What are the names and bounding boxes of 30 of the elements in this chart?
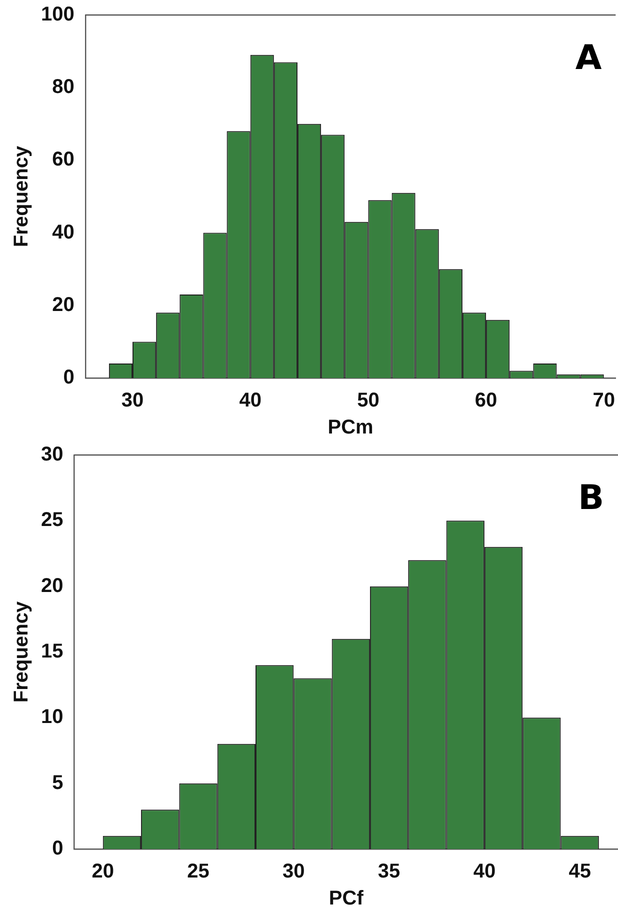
y-tick-label: 10	[40, 706, 64, 728]
y-tick-label: 15	[40, 640, 64, 663]
y-tick-label: 40	[52, 221, 74, 244]
y-tick-label: 80	[52, 76, 74, 98]
x-tick-label: 20	[92, 860, 114, 883]
y-tick-label: 30	[40, 444, 64, 466]
annotation: B	[578, 478, 604, 518]
x-axis-title: PCf	[328, 888, 364, 910]
x-tick-label: 30	[282, 860, 305, 883]
y-tick-label: 100	[40, 4, 74, 26]
y-tick-label: 0	[63, 366, 74, 389]
x-tick-label: 40	[473, 860, 496, 883]
x-tick-label: 35	[378, 860, 400, 883]
y-tick-label: 60	[52, 148, 74, 171]
x-tick-label: 60	[474, 390, 498, 412]
y-tick-label: 20	[40, 574, 64, 597]
x-tick-label: 45	[568, 860, 591, 883]
x-tick-label: 30	[121, 390, 144, 412]
y-tick-label: 20	[52, 294, 74, 316]
y-axis-title: Frequency	[10, 145, 33, 248]
x-tick-label: 25	[187, 860, 210, 883]
y-tick-label: 0	[52, 838, 64, 860]
x-axis-title: PCm	[328, 416, 374, 439]
y-tick-label: 25	[40, 509, 64, 532]
y-axis-title: Frequency	[10, 600, 33, 703]
x-tick-label: 50	[357, 390, 380, 412]
y-tick-label: 5	[52, 772, 64, 794]
x-tick-label: 40	[239, 390, 262, 412]
x-tick-label: 70	[592, 390, 615, 412]
annotation: A	[575, 38, 602, 78]
